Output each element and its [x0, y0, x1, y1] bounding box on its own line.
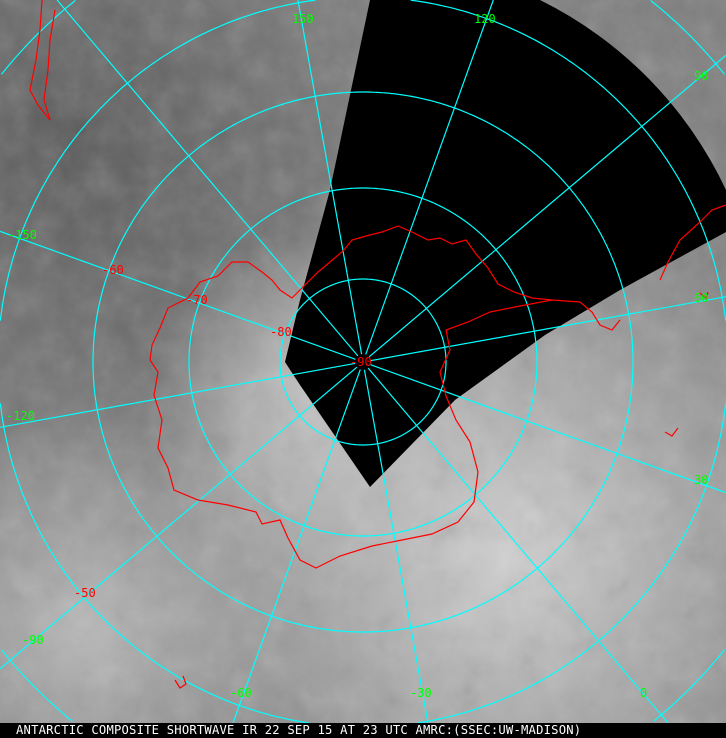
latitude-circle — [0, 0, 316, 321]
longitude-label: 60 — [694, 291, 708, 305]
image-caption: ANTARCTIC COMPOSITE SHORTWAVE IR 22 SEP … — [0, 723, 726, 738]
latitude-circle — [188, 187, 538, 537]
meridian-line — [363, 369, 429, 724]
latitude-circle — [416, 403, 726, 724]
latitude-circle — [653, 649, 726, 722]
longitude-label: 150 — [292, 12, 314, 26]
coastline — [149, 261, 621, 569]
meridian-line — [232, 369, 361, 724]
coastline — [304, 225, 553, 301]
meridian-line — [297, 0, 363, 355]
longitude-label: -90 — [22, 633, 44, 647]
latitude-circle — [0, 403, 310, 724]
graticule-labels: 150 120 90 60 30 0 -30 -60 -90 -120 -150 -50 -60 -70 -… — [6, 12, 708, 700]
longitude-label: -60 — [230, 686, 252, 700]
meridian-line — [370, 296, 726, 362]
latitude-circle — [0, 649, 73, 722]
latitude-circle — [0, 0, 76, 75]
meridian-line — [368, 54, 726, 358]
latitude-label: -50 — [74, 586, 96, 600]
latitude-label: -60 — [102, 263, 124, 277]
no-data-region — [285, 0, 726, 487]
longitude-label: -150 — [8, 228, 37, 242]
coastline — [29, 0, 56, 121]
meridian-line — [0, 366, 358, 670]
coastline — [174, 675, 187, 689]
coastlines — [29, 0, 726, 689]
meridian-line — [0, 230, 356, 360]
latitude-circle — [410, 0, 726, 321]
meridian-line — [367, 367, 669, 724]
coastline — [659, 204, 726, 281]
latitude-label: -80 — [270, 325, 292, 339]
latitude-circle — [650, 0, 726, 75]
meridian-line — [365, 0, 494, 355]
latitude-circle — [279, 278, 447, 446]
longitude-label: 0 — [640, 686, 647, 700]
latitude-label: -70 — [186, 293, 208, 307]
longitude-label: -30 — [410, 686, 432, 700]
longitude-label: 120 — [474, 12, 496, 26]
latitude-circle — [92, 91, 634, 633]
latitude-label: -90 — [350, 355, 372, 369]
meridian-line — [0, 362, 356, 428]
coastline — [699, 291, 709, 300]
coastline — [664, 427, 679, 437]
meridian-line — [56, 0, 359, 357]
longitude-label: 90 — [694, 69, 708, 83]
longitude-label: 30 — [694, 473, 708, 487]
meridian-line — [370, 364, 726, 494]
longitude-label: -120 — [6, 409, 35, 423]
